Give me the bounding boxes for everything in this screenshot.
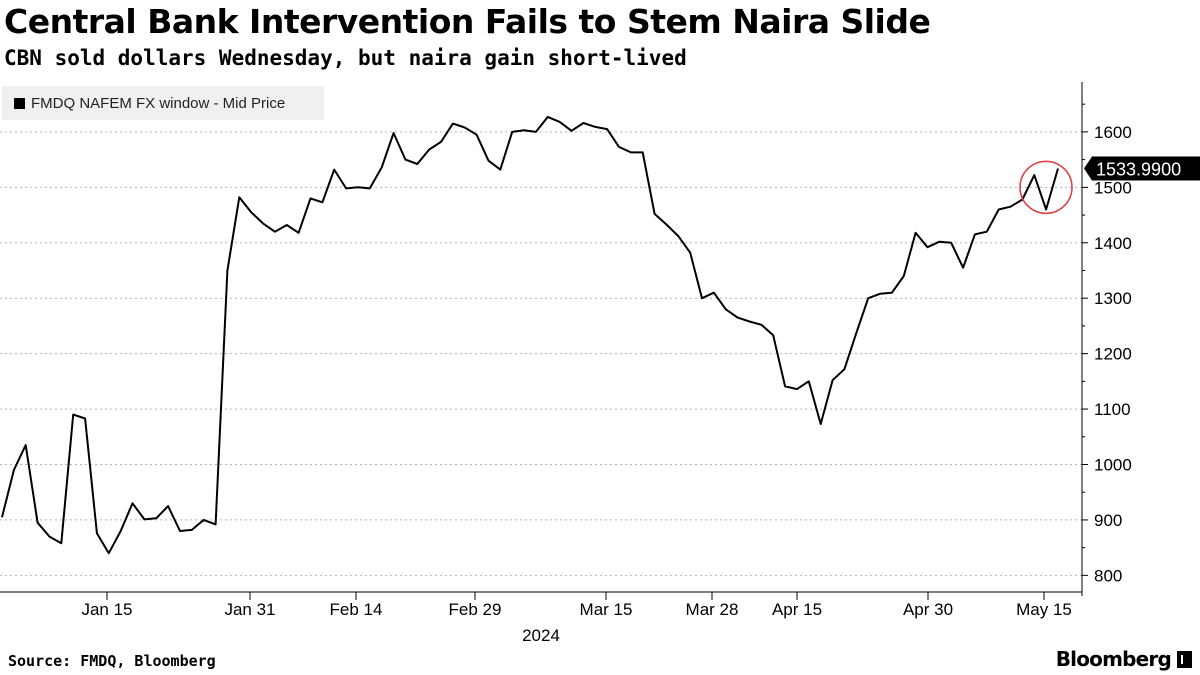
x-tick-label: Jan 31 xyxy=(224,600,275,619)
chart-subtitle: CBN sold dollars Wednesday, but naira ga… xyxy=(4,46,687,70)
x-year-label: 2024 xyxy=(522,626,560,645)
y-tick-label: 800 xyxy=(1094,566,1122,585)
highlight-circle xyxy=(1019,160,1073,215)
legend-label: FMDQ NAFEM FX window - Mid Price xyxy=(31,94,286,112)
bloomberg-logo: Bloomberg xyxy=(1056,647,1192,671)
last-value-label: 1533.9900 xyxy=(1096,159,1181,179)
chart-title: Central Bank Intervention Fails to Stem … xyxy=(4,2,931,41)
series-line xyxy=(1,115,1059,555)
last-value-badge xyxy=(1092,156,1200,181)
y-tick-label: 1300 xyxy=(1094,289,1132,308)
y-tick-label: 900 xyxy=(1094,511,1122,530)
x-tick-label: Feb 14 xyxy=(330,600,383,619)
y-tick-label: 1000 xyxy=(1094,456,1132,475)
x-tick-label: Apr 15 xyxy=(772,600,822,619)
bloomberg-mark-icon xyxy=(1177,650,1192,668)
x-tick-label: Mar 28 xyxy=(686,600,739,619)
x-tick-label: May 15 xyxy=(1016,600,1072,619)
x-tick-label: Jan 15 xyxy=(81,600,132,619)
brand-text: Bloomberg xyxy=(1055,647,1172,671)
y-tick-label: 1100 xyxy=(1094,400,1131,419)
x-tick-label: Feb 29 xyxy=(449,600,502,619)
y-tick-label: 1200 xyxy=(1094,345,1132,364)
last-value-pointer xyxy=(1084,156,1092,181)
source-note: Source: FMDQ, Bloomberg xyxy=(8,652,216,670)
y-tick-label: 1600 xyxy=(1094,123,1132,142)
y-tick-label: 1400 xyxy=(1094,234,1132,253)
legend-swatch xyxy=(14,97,25,109)
x-tick-label: Apr 30 xyxy=(903,600,953,619)
y-tick-label: 1500 xyxy=(1094,178,1132,197)
legend: FMDQ NAFEM FX window - Mid Price xyxy=(2,86,324,120)
x-tick-label: Mar 15 xyxy=(580,600,633,619)
